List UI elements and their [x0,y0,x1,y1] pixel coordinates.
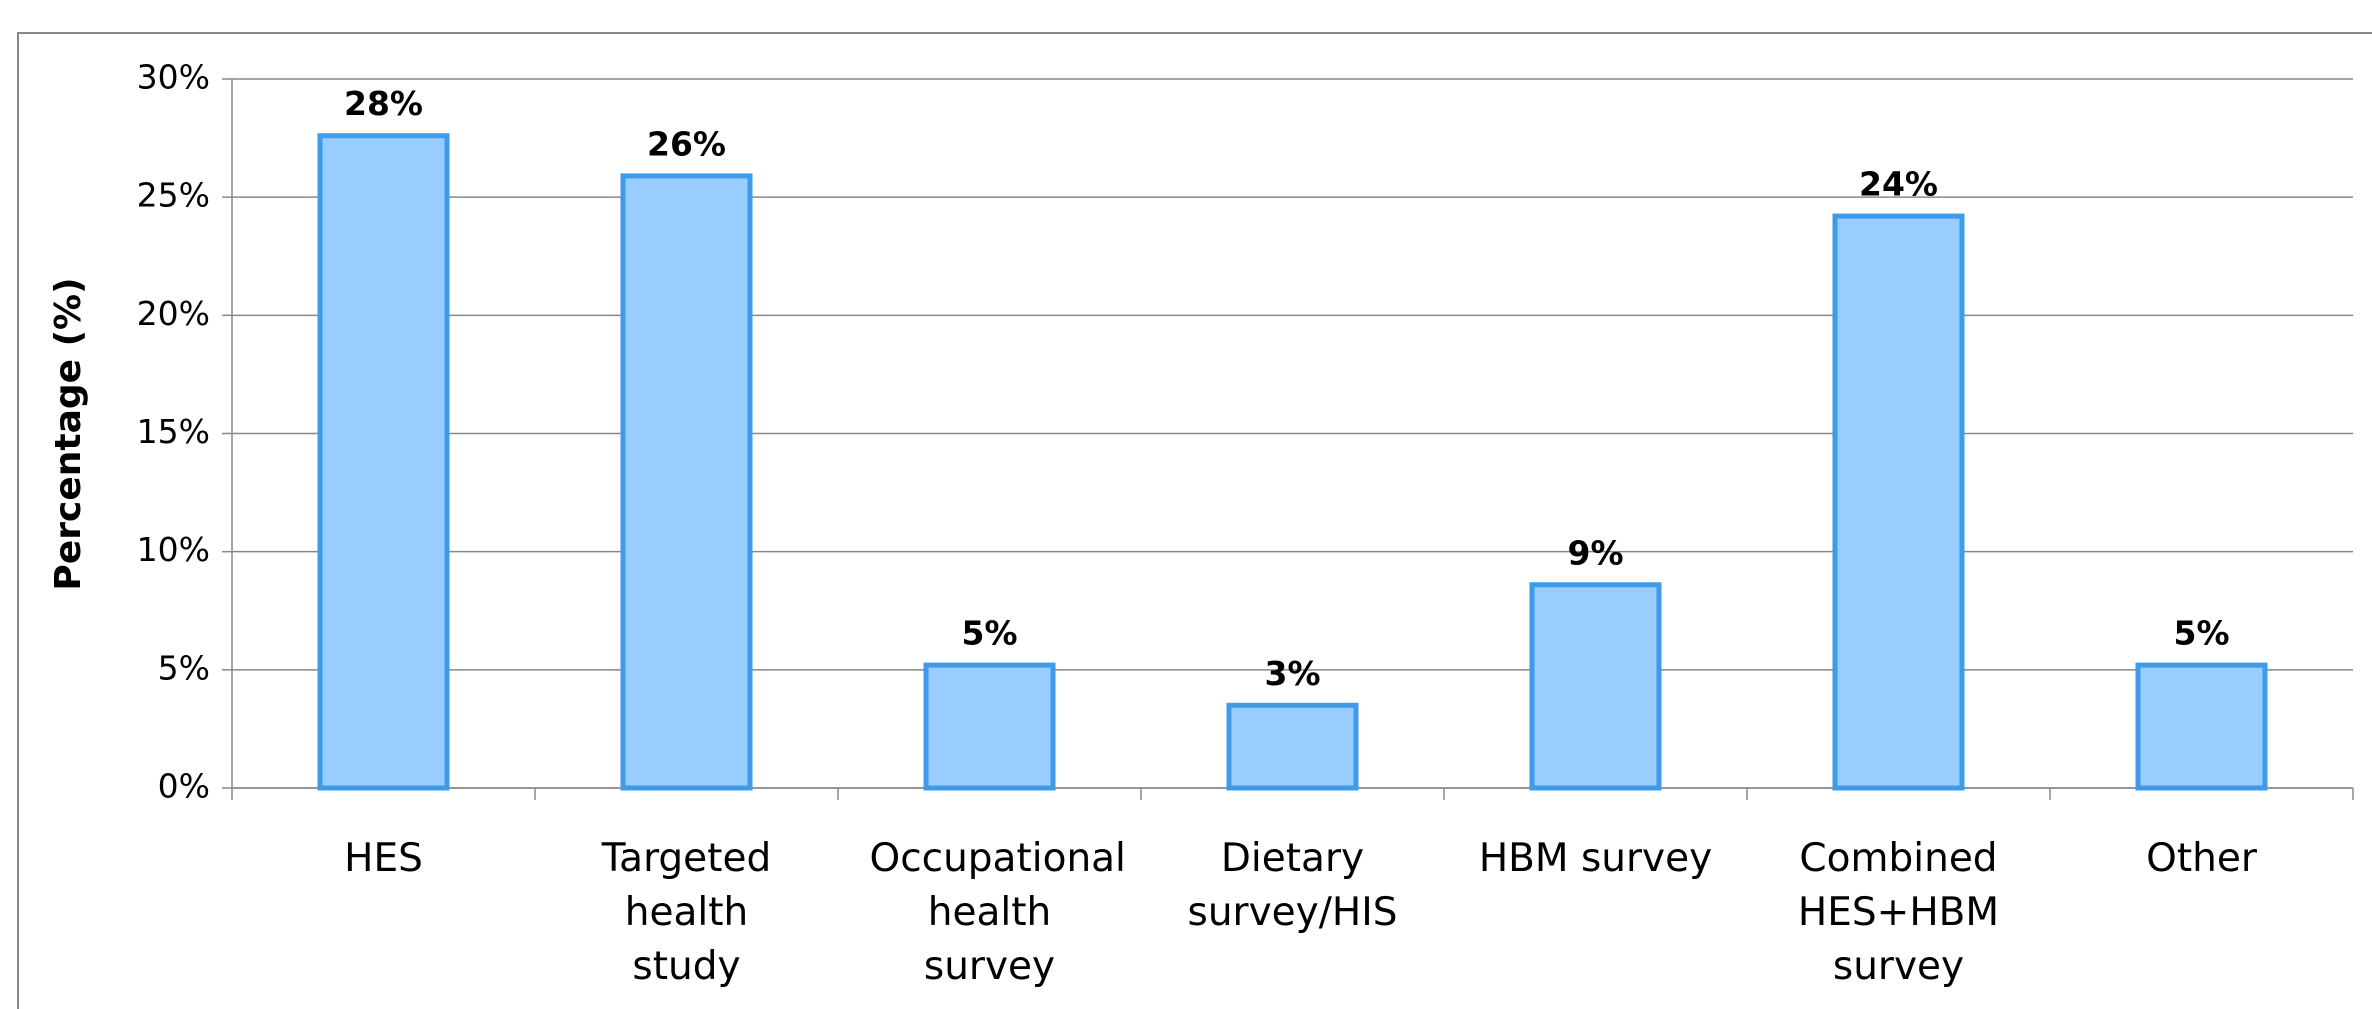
bar [317,133,450,791]
y-tick-label: 30% [137,58,210,97]
y-tick-label: 25% [137,176,210,215]
y-tick-label: 15% [137,412,210,451]
bar [620,173,753,791]
value-label: 3% [1264,654,1320,693]
y-axis-title: Percentage (%) [48,277,89,590]
x-tick-label: Combined HES+HBM survey [1797,836,2000,989]
x-tick-label: Occupational health survey [869,836,1126,989]
x-tick-label: Dietary survey/HIS [1187,836,1398,935]
bar [2135,662,2268,791]
y-tick-label: 20% [137,294,210,333]
value-label: 26% [647,124,726,163]
value-label: 9% [1567,533,1623,572]
value-label: 5% [961,614,1017,653]
x-tick-label: Other [2146,836,2257,881]
y-tick-label: 5% [158,648,210,687]
x-tick-label: Targeted health study [601,836,772,989]
bar [1529,582,1662,791]
y-tick-label: 10% [137,530,210,569]
bar [1832,213,1965,791]
value-label: 5% [2173,614,2229,653]
x-tick-label: HES [344,836,423,881]
chart-frame [17,32,2372,1009]
bar [1226,702,1359,791]
bar [923,662,1056,791]
x-tick-label: HBM survey [1478,836,1713,881]
value-label: 24% [1859,165,1938,204]
value-label: 28% [344,84,423,123]
y-tick-label: 0% [158,767,210,806]
